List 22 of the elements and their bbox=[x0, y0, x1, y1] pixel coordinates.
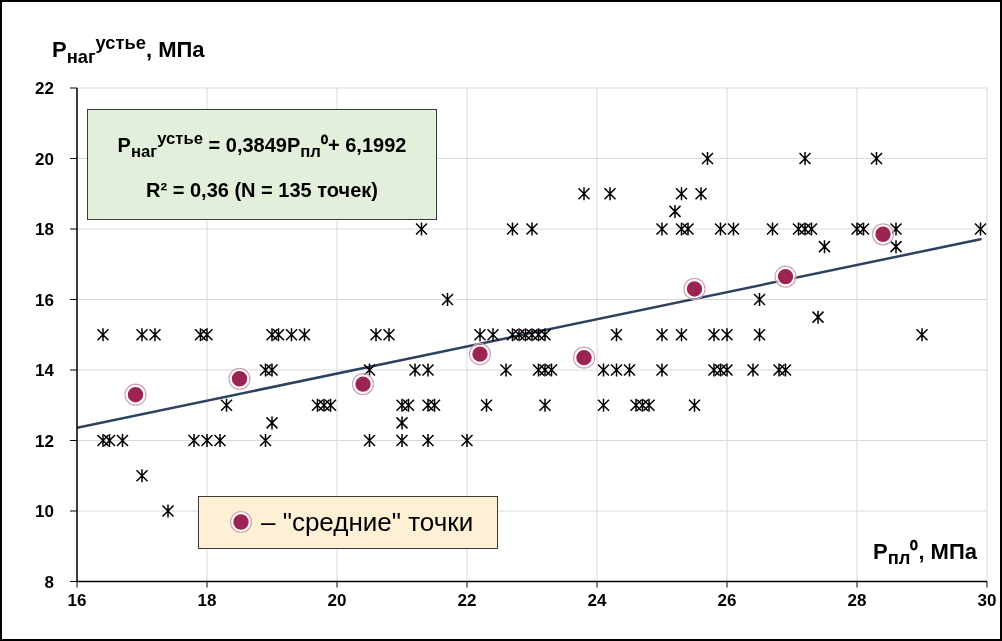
annotation: R² = 0,36 (N = 135 точек) bbox=[145, 177, 379, 203]
x-tick-label: 26 bbox=[717, 590, 737, 610]
x-axis-title: P$_{пл}$⁰, МПа bbox=[872, 538, 977, 570]
x-tick-label: 28 bbox=[847, 590, 867, 610]
y-tick-label: 18 bbox=[35, 220, 54, 240]
x-tick-label: 24 bbox=[587, 590, 607, 610]
y-tick-label: 12 bbox=[35, 431, 54, 451]
x-tick-label: 16 bbox=[67, 590, 87, 610]
note-box: P$_{наг}$$^{устье}$ = 0,3849P$_{пл}$⁰+ 6,1992 R² = 0,36 (N = 135 точек) bbox=[87, 109, 437, 220]
y-axis-title: P$_{наг}$$^{устье}$, МПа bbox=[52, 32, 205, 68]
x-tick-label: 22 bbox=[457, 590, 477, 610]
x-tick-label: 18 bbox=[197, 590, 217, 610]
legend-label: – "средние" точки bbox=[261, 506, 474, 538]
y-tick-label: 20 bbox=[35, 149, 54, 169]
y-tick-label: 22 bbox=[35, 79, 54, 99]
y-tick-label: 8 bbox=[44, 572, 54, 592]
x-tick-label: 30 bbox=[977, 590, 997, 610]
x-tick-label: 20 bbox=[327, 590, 347, 610]
y-tick-label: 14 bbox=[35, 361, 55, 381]
annotation: P$_{наг}$$^{устье}$ = 0,3849P$_{пл}$⁰+ 6,1992 bbox=[116, 128, 408, 163]
y-tick-label: 16 bbox=[35, 290, 54, 310]
y-tick-label: 10 bbox=[35, 502, 54, 522]
